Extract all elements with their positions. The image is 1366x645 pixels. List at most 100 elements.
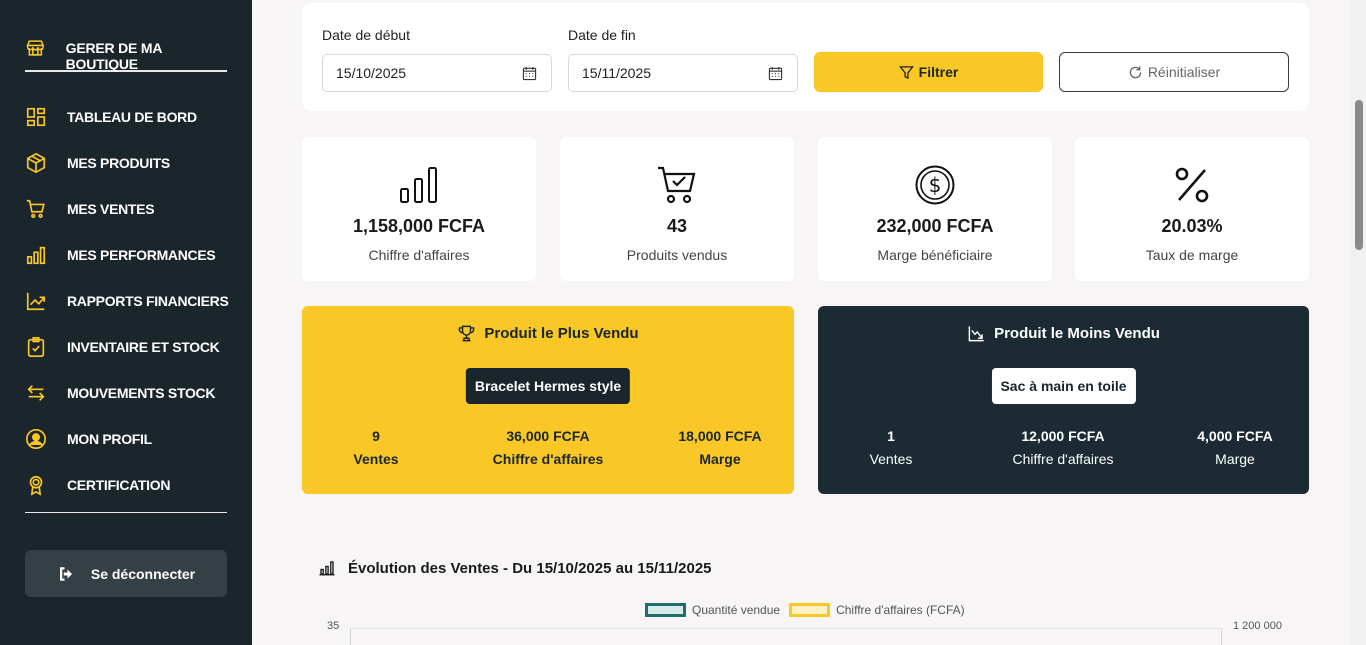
stat-caption: Taux de marge <box>1145 247 1239 263</box>
filter-button[interactable]: Filtrer <box>814 52 1043 92</box>
metric-value: 18,000 FCFA <box>678 428 762 444</box>
scrollbar-thumb[interactable] <box>1355 100 1363 250</box>
trophy-icon <box>459 325 475 342</box>
legend-swatch <box>789 603 831 617</box>
sidebar-brand-label: GERER DE MA BOUTIQUE <box>65 40 162 72</box>
chart-title: Évolution des Ventes - Du 15/10/2025 au … <box>318 559 712 577</box>
sidebar-item-inventaire-et-stock[interactable]: INVENTAIRE ET STOCK <box>25 324 235 370</box>
worst-seller-card: Produit le Moins Vendu Sac à main en toi… <box>818 306 1309 494</box>
calendar-icon[interactable] <box>768 66 783 81</box>
stat-value: 1,158,000 FCFA <box>352 216 486 236</box>
worst-seller-name: Sac à main en toile <box>991 368 1136 404</box>
metric-value: 12,000 FCFA <box>1021 428 1105 444</box>
legend-label: Quantité vendue <box>692 603 781 617</box>
metric-label: Chiffre d'affaires <box>1012 451 1114 467</box>
metric-label: Marge <box>1215 451 1255 467</box>
metric-value: 36,000 FCFA <box>506 428 590 444</box>
page-scrollbar[interactable] <box>1351 0 1366 645</box>
metric-value: 1 <box>887 428 895 444</box>
stat-caption: Marge bénéficiaire <box>877 247 993 263</box>
sidebar-item-mouvements-stock[interactable]: MOUVEMENTS STOCK <box>25 370 235 416</box>
svg-text:$: $ <box>929 173 942 197</box>
chart-title-text: Évolution des Ventes - Du 15/10/2025 au … <box>348 559 712 577</box>
reset-button-label: Réinitialiser <box>1147 64 1221 80</box>
right-axis-tick: 1 200 000 <box>1233 620 1282 632</box>
dollar-coin-icon: $ <box>915 165 955 205</box>
bar-chart-icon <box>26 246 46 265</box>
metric-label: Marge <box>699 451 741 467</box>
refresh-icon <box>1129 65 1142 78</box>
start-date-input[interactable]: 15/10/2025 <box>322 54 552 92</box>
logout-label: Se déconnecter <box>90 565 196 582</box>
metric-label: Chiffre d'affaires <box>492 451 604 467</box>
sidebar-item-mes-ventes[interactable]: MES VENTES <box>25 186 235 232</box>
legend-label: Chiffre d'affaires (FCFA) <box>836 603 965 617</box>
calendar-icon[interactable] <box>522 66 537 81</box>
end-date-label: Date de fin <box>568 27 636 43</box>
sidebar-divider <box>25 512 227 513</box>
bar-chart-icon <box>319 561 335 576</box>
sidebar-item-label: RAPPORTS FINANCIERS <box>67 293 229 309</box>
sidebar-item-label: MES PRODUITS <box>67 155 170 171</box>
funnel-icon <box>898 65 914 79</box>
stat-card-products-sold: 43 Produits vendus <box>560 137 794 281</box>
stat-value: 232,000 FCFA <box>876 216 994 236</box>
end-date-value: 15/11/2025 <box>582 65 652 81</box>
legend-item-revenue[interactable]: Chiffre d'affaires (FCFA) <box>789 603 965 617</box>
worst-seller-margin: 4,000 FCFA Marge <box>1155 427 1315 468</box>
worst-seller-revenue: 12,000 FCFA Chiffre d'affaires <box>983 427 1143 468</box>
best-seller-name: Bracelet Hermes style <box>465 368 631 404</box>
sidebar-item-label: MES VENTES <box>67 201 155 217</box>
sidebar-item-label: MOUVEMENTS STOCK <box>67 385 216 401</box>
bar-chart-icon <box>400 167 437 203</box>
sidebar-item-rapports-financiers[interactable]: RAPPORTS FINANCIERS <box>25 278 235 324</box>
logout-button[interactable]: Se déconnecter <box>25 550 227 597</box>
worst-seller-sales: 1 Ventes <box>811 427 971 468</box>
sidebar-item-label: TABLEAU DE BORD <box>67 109 197 125</box>
reset-button[interactable]: Réinitialiser <box>1059 52 1289 92</box>
legend-item-quantity[interactable]: Quantité vendue <box>645 603 780 617</box>
user-circle-icon <box>26 429 46 449</box>
percent-icon <box>1175 167 1209 203</box>
sidebar-item-mes-produits[interactable]: MES PRODUITS <box>25 140 235 186</box>
sidebar-item-mon-profil[interactable]: MON PROFIL <box>25 416 235 462</box>
sidebar-item-mes-performances[interactable]: MES PERFORMANCES <box>25 232 235 278</box>
worst-seller-title-text: Produit le Moins Vendu <box>994 325 1160 342</box>
award-icon <box>29 475 43 496</box>
end-date-input[interactable]: 15/11/2025 <box>568 54 798 92</box>
clipboard-check-icon <box>27 337 45 357</box>
cart-check-icon <box>658 166 696 204</box>
stat-card-margin: $ 232,000 FCFA Marge bénéficiaire <box>818 137 1052 281</box>
best-seller-revenue: 36,000 FCFA Chiffre d'affaires <box>468 427 628 468</box>
metric-value: 9 <box>372 428 380 444</box>
left-axis-tick: 35 <box>327 620 340 632</box>
start-date-value: 15/10/2025 <box>336 65 407 81</box>
trend-icon <box>26 292 46 311</box>
start-date-label: Date de début <box>322 27 410 43</box>
best-seller-margin: 18,000 FCFA Marge <box>640 427 800 468</box>
sidebar-item-tableau-de-bord[interactable]: TABLEAU DE BORD <box>25 94 235 140</box>
filter-button-label: Filtrer <box>918 64 959 80</box>
dashboard-icon <box>26 107 46 127</box>
stat-caption: Produits vendus <box>626 247 728 263</box>
box-icon <box>26 152 46 174</box>
sidebar-nav: TABLEAU DE BORD MES PRODUITS MES VENTES … <box>25 94 235 508</box>
stat-card-margin-rate: 20.03% Taux de marge <box>1075 137 1309 281</box>
stat-caption: Chiffre d'affaires <box>368 247 470 263</box>
best-seller-card: Produit le Plus Vendu Bracelet Hermes st… <box>302 306 794 494</box>
metric-label: Ventes <box>353 451 399 467</box>
best-seller-title-text: Produit le Plus Vendu <box>484 325 639 342</box>
sidebar-item-label: INVENTAIRE ET STOCK <box>67 339 220 355</box>
worst-seller-title: Produit le Moins Vendu <box>818 324 1309 343</box>
sidebar-item-certification[interactable]: CERTIFICATION <box>25 462 235 508</box>
sidebar-brand[interactable]: GERER DE MA BOUTIQUE <box>25 36 227 72</box>
stat-value: 43 <box>666 216 688 236</box>
sidebar-item-label: CERTIFICATION <box>67 477 171 493</box>
metric-label: Ventes <box>869 451 913 467</box>
stat-card-revenue: 1,158,000 FCFA Chiffre d'affaires <box>302 137 536 281</box>
chart-plot-area <box>350 628 1222 645</box>
best-seller-title: Produit le Plus Vendu <box>302 324 794 343</box>
best-seller-sales: 9 Ventes <box>296 427 456 468</box>
sidebar-item-label: MON PROFIL <box>67 431 152 447</box>
trend-down-icon <box>968 326 984 342</box>
